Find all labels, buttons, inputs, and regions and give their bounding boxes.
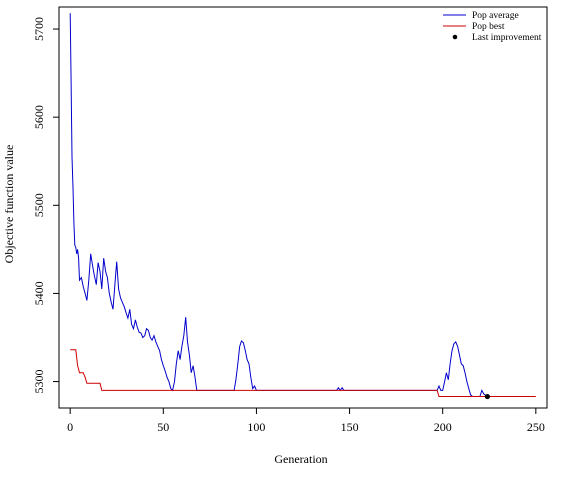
- y-tick-label: 5500: [32, 193, 46, 217]
- y-tick-label: 5400: [32, 281, 46, 305]
- legend-label-last-improvement: Last improvement: [472, 33, 542, 43]
- axes-layer: 0 50 100 150 200 250 5300 5400 5500 5600 5700: [32, 17, 545, 434]
- series-line-pop-average: [69, 13, 490, 397]
- y-tick-label: 5700: [32, 17, 46, 41]
- legend-label-pop-best: Pop best: [472, 22, 505, 32]
- legend: Pop average Pop best Last improvement: [443, 11, 542, 43]
- x-tick-label: 200: [434, 420, 452, 434]
- y-tick-label: 5300: [32, 370, 46, 394]
- x-tick-label: 250: [527, 420, 545, 434]
- series-line-pop-best: [70, 349, 536, 397]
- y-axis-title: Objective function value: [2, 145, 16, 264]
- x-tick-label: 50: [157, 420, 169, 434]
- x-tick-label: 0: [67, 420, 73, 434]
- x-tick-label: 150: [341, 420, 359, 434]
- y-tick-label: 5600: [32, 105, 46, 129]
- legend-label-pop-average: Pop average: [472, 11, 519, 21]
- series-layer: [69, 13, 536, 400]
- x-axis-title: Generation: [274, 452, 327, 466]
- plot-frame: [58, 6, 548, 409]
- legend-marker-last-improvement: [452, 34, 458, 40]
- x-tick-label: 100: [247, 420, 265, 434]
- last-improvement-point: [484, 393, 490, 400]
